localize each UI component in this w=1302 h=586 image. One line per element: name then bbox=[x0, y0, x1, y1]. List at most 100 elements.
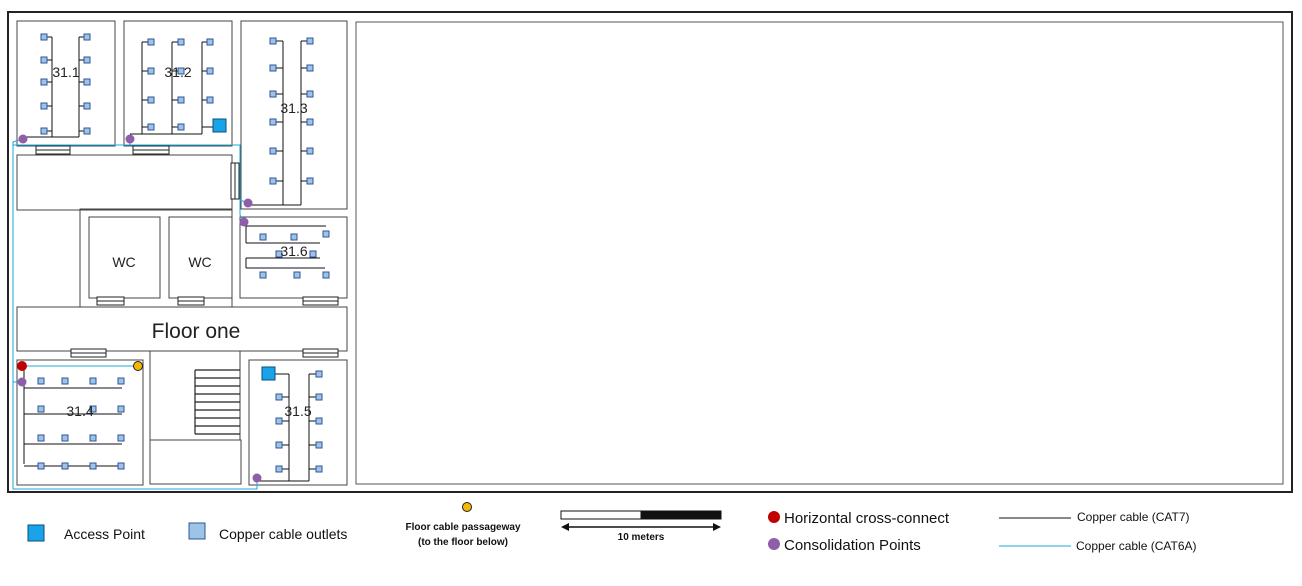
outlet bbox=[275, 250, 283, 258]
copper-outlets bbox=[37, 33, 330, 473]
arrow-right-icon bbox=[713, 523, 721, 531]
outlet bbox=[61, 462, 69, 470]
staircase bbox=[194, 369, 240, 435]
consolidation-point bbox=[125, 134, 135, 144]
room-31-2 bbox=[123, 20, 233, 147]
outlet bbox=[269, 177, 277, 185]
outlet bbox=[89, 405, 97, 413]
outlet bbox=[117, 405, 125, 413]
outlet bbox=[89, 462, 97, 470]
outlet bbox=[147, 96, 155, 104]
scale-bar-black bbox=[640, 510, 722, 520]
outlet bbox=[177, 67, 185, 75]
outlet bbox=[306, 147, 314, 155]
outlet bbox=[37, 377, 45, 385]
outlet bbox=[306, 177, 314, 185]
outlet bbox=[83, 56, 91, 64]
outlet bbox=[259, 271, 267, 279]
hall bbox=[16, 306, 348, 352]
outlet bbox=[37, 434, 45, 442]
legend-access-point: Access Point bbox=[64, 526, 145, 542]
outlet bbox=[117, 462, 125, 470]
legend-copper-outlets: Copper cable outlets bbox=[219, 526, 347, 542]
outlet bbox=[40, 127, 48, 135]
outlet bbox=[83, 127, 91, 135]
outlet bbox=[269, 90, 277, 98]
legend: Access Point Copper cable outlets Floor … bbox=[27, 502, 1197, 554]
outlet bbox=[315, 370, 323, 378]
outlet bbox=[206, 67, 214, 75]
scale-bar-white bbox=[560, 510, 642, 520]
outlet bbox=[117, 377, 125, 385]
outlet bbox=[315, 465, 323, 473]
room-31-6 bbox=[239, 216, 348, 299]
floor-title: Floor one bbox=[152, 320, 241, 343]
outlet bbox=[40, 102, 48, 110]
outlet bbox=[83, 33, 91, 41]
doors bbox=[35, 145, 339, 358]
outlet bbox=[259, 233, 267, 241]
outlet bbox=[309, 250, 317, 258]
outlet bbox=[290, 233, 298, 241]
outlet bbox=[275, 393, 283, 401]
outlet bbox=[147, 67, 155, 75]
stair-lower-box bbox=[149, 439, 242, 485]
outlet bbox=[83, 78, 91, 86]
outlet bbox=[177, 123, 185, 131]
consolidation-point bbox=[252, 473, 262, 483]
legend-cat6a: Copper cable (CAT6A) bbox=[1076, 539, 1197, 553]
legend-cat7: Copper cable (CAT7) bbox=[1077, 510, 1190, 524]
outlet bbox=[275, 417, 283, 425]
legend-passageway-line2: (to the floor below) bbox=[418, 537, 508, 548]
outlet bbox=[37, 462, 45, 470]
outlet bbox=[40, 56, 48, 64]
room-label-31-1: 31.1 bbox=[52, 64, 79, 80]
outlet bbox=[89, 434, 97, 442]
access-point bbox=[261, 366, 276, 381]
outlet bbox=[37, 405, 45, 413]
outlet bbox=[322, 230, 330, 238]
outlet bbox=[83, 102, 91, 110]
access-point bbox=[212, 118, 227, 133]
room-31-3 bbox=[240, 20, 348, 210]
floor-cable-passageway bbox=[133, 361, 143, 371]
outlet bbox=[177, 38, 185, 46]
consolidation-point bbox=[18, 134, 28, 144]
room-walls bbox=[16, 20, 348, 486]
legend-passageway-line1: Floor cable passageway bbox=[405, 522, 520, 533]
consolidation-point bbox=[243, 198, 253, 208]
outlet bbox=[306, 64, 314, 72]
access-point-icon bbox=[27, 524, 45, 542]
outlet bbox=[61, 377, 69, 385]
outlet bbox=[269, 118, 277, 126]
wc-label-1: WC bbox=[112, 254, 135, 270]
consolidation-point bbox=[17, 377, 27, 387]
wc-label-2: WC bbox=[188, 254, 211, 270]
outlet bbox=[147, 38, 155, 46]
outlet bbox=[61, 434, 69, 442]
outlet bbox=[269, 147, 277, 155]
consolidation-points bbox=[17, 134, 262, 483]
legend-consolidation: Consolidation Points bbox=[784, 537, 921, 554]
room-31-4 bbox=[16, 359, 144, 486]
cat6a-cabling bbox=[12, 138, 258, 490]
scale-label: 10 meters bbox=[618, 532, 665, 543]
outlet bbox=[315, 441, 323, 449]
open-area bbox=[355, 21, 1284, 485]
room-31-5 bbox=[248, 359, 348, 486]
passageway-icon bbox=[462, 502, 472, 512]
outlet bbox=[275, 441, 283, 449]
outlet bbox=[315, 393, 323, 401]
corridor bbox=[16, 154, 233, 211]
consolidation-icon bbox=[768, 538, 780, 550]
outlet bbox=[177, 96, 185, 104]
legend-cross-connect: Horizontal cross-connect bbox=[784, 510, 950, 527]
room-label-31-3: 31.3 bbox=[280, 100, 307, 116]
outlet bbox=[306, 90, 314, 98]
outlet bbox=[315, 417, 323, 425]
cross-connect-icon bbox=[768, 511, 780, 523]
room-label-31-2: 31.2 bbox=[164, 64, 191, 80]
consolidation-point bbox=[239, 217, 249, 227]
outlet bbox=[40, 78, 48, 86]
